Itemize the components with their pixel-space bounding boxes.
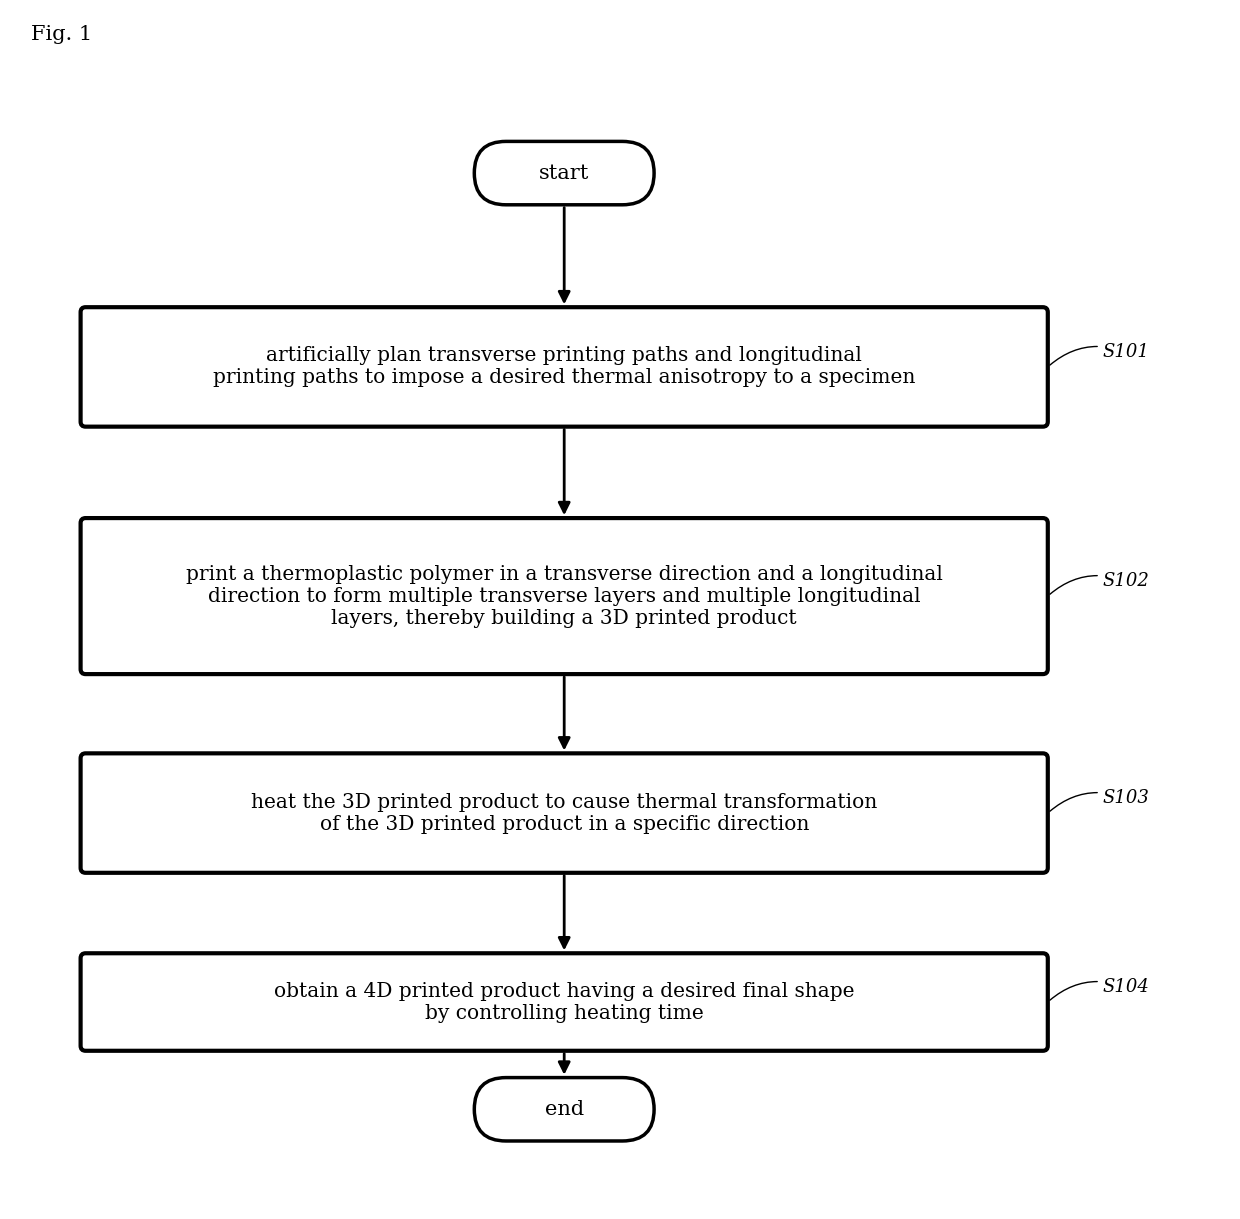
Text: obtain a 4D printed product having a desired final shape
by controlling heating : obtain a 4D printed product having a des… [274, 981, 854, 1023]
FancyBboxPatch shape [81, 307, 1048, 427]
Text: end: end [544, 1100, 584, 1119]
Text: S102: S102 [1050, 572, 1149, 595]
FancyBboxPatch shape [81, 953, 1048, 1051]
Text: artificially plan transverse printing paths and longitudinal
printing paths to i: artificially plan transverse printing pa… [213, 346, 915, 388]
FancyBboxPatch shape [81, 518, 1048, 674]
Text: start: start [539, 163, 589, 183]
Text: S103: S103 [1050, 789, 1149, 812]
FancyBboxPatch shape [81, 753, 1048, 873]
Text: S104: S104 [1050, 978, 1149, 1001]
Text: Fig. 1: Fig. 1 [31, 24, 92, 44]
FancyBboxPatch shape [475, 141, 655, 205]
Text: S101: S101 [1050, 343, 1149, 366]
Text: print a thermoplastic polymer in a transverse direction and a longitudinal
direc: print a thermoplastic polymer in a trans… [186, 564, 942, 628]
Text: heat the 3D printed product to cause thermal transformation
of the 3D printed pr: heat the 3D printed product to cause the… [250, 792, 878, 834]
FancyBboxPatch shape [475, 1078, 655, 1141]
